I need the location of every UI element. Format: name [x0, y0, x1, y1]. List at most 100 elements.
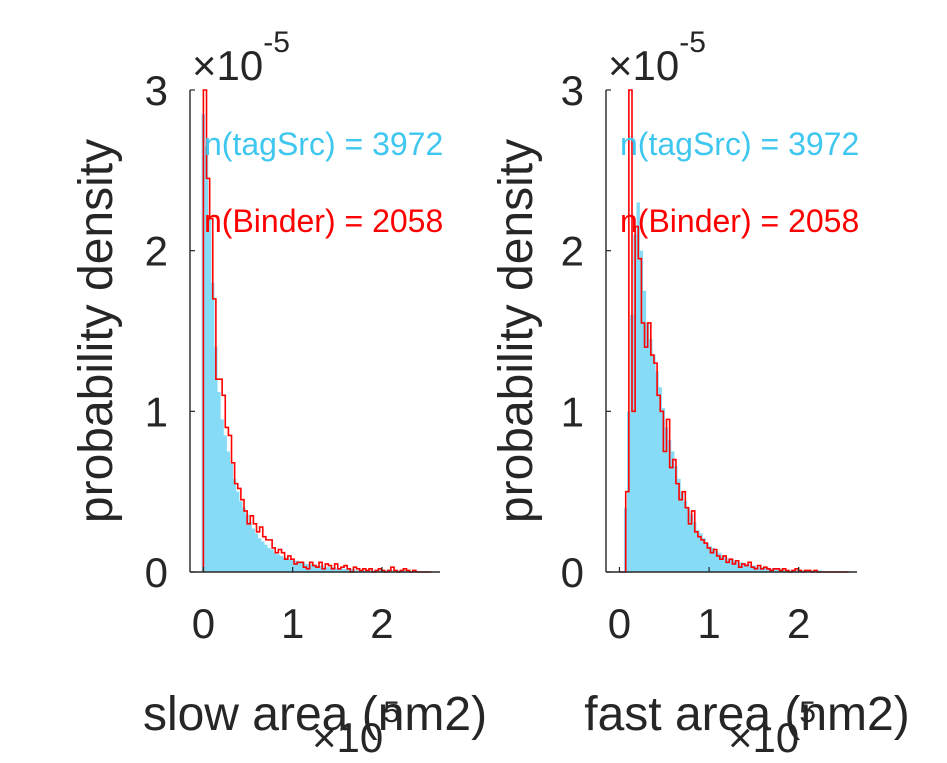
tagSrc-bar [226, 451, 231, 572]
tagSrc-bar [658, 387, 662, 572]
tagSrc-bar [342, 568, 346, 572]
tagSrc-bar [210, 282, 215, 572]
binder-count-annotation: n(Binder) = 2058 [204, 203, 443, 239]
tagSrc-bar [389, 570, 393, 572]
tagSrc-bar [636, 202, 640, 572]
tagSrc-bar [733, 560, 738, 572]
tagSrc-bar [273, 552, 277, 572]
tagSrc-bar [652, 355, 656, 572]
tagSrc-bar [680, 491, 684, 572]
tagSrc-bar [692, 522, 697, 572]
tagSrc-bar [630, 314, 634, 572]
tagSrc-bar [335, 568, 340, 572]
tagSrc-bar [204, 146, 209, 573]
y-multiplier-exponent: -5 [679, 26, 706, 59]
tagSrc-bar [239, 501, 243, 572]
tagSrc-bar [642, 290, 647, 572]
tagSrc-bar [242, 507, 246, 572]
tagsrc-count-annotation: n(tagSrc) = 3972 [620, 126, 859, 162]
tagSrc-bar [645, 322, 650, 572]
tagSrc-bar [245, 514, 249, 572]
tagSrc-bar [724, 557, 728, 572]
tagSrc-bar [639, 250, 644, 573]
tagSrc-bar [267, 547, 271, 572]
tagSrc-bar [295, 560, 299, 572]
tagSrc-bar [696, 530, 700, 572]
tagSrc-bar [251, 528, 256, 572]
tagSrc-bar [229, 462, 234, 572]
tagSrc-bar [721, 555, 725, 572]
tagSrc-bar [805, 570, 810, 572]
y-axis-label: probability density [490, 139, 543, 523]
y-tick-label: 3 [561, 67, 584, 114]
tagSrc-bar [711, 547, 716, 572]
y-axis-label: probability density [70, 139, 123, 523]
tagSrc-bar [257, 538, 262, 572]
tagSrc-bar [248, 522, 252, 572]
tagSrc-bar [292, 560, 296, 572]
tagSrc-bar [364, 570, 368, 572]
binder-stairs-line [619, 89, 849, 573]
tagSrc-bar [404, 570, 409, 572]
tagSrc-bar [314, 565, 318, 572]
tagSrc-bar [746, 563, 750, 572]
tagSrc-bar [702, 538, 706, 572]
y-tick-label: 1 [561, 388, 584, 435]
y-multiplier-exponent: -5 [263, 26, 290, 59]
x-tick-label: 1 [281, 600, 304, 647]
tagSrc-bar [677, 478, 681, 572]
tagSrc-bar [317, 565, 321, 572]
tagSrc-bar [664, 427, 669, 572]
tagSrc-bar [298, 562, 302, 572]
x-tick-label: 1 [697, 600, 720, 647]
tagSrc-bar [774, 568, 778, 572]
y-tick-label: 1 [145, 388, 168, 435]
tagSrc-bar [270, 549, 274, 572]
tagSrc-bar [401, 570, 406, 572]
tagSrc-bar [749, 565, 753, 572]
tagSrc-bar [360, 570, 365, 572]
tagSrc-bar [392, 570, 396, 572]
tagSrc-bar [708, 546, 713, 572]
tagSrc-bar [354, 570, 359, 572]
tagSrc-bar [718, 552, 722, 572]
tagSrc-bar [282, 557, 287, 572]
tagSrc-bar [310, 563, 315, 572]
tagSrc-bar [217, 392, 221, 572]
tagSrc-bar [235, 491, 240, 572]
tagSrc-bar [649, 339, 653, 572]
tagSrc-bar [326, 567, 331, 572]
tagSrc-bar [714, 551, 719, 572]
x-tick-label: 2 [370, 600, 393, 647]
tagSrc-bar [285, 557, 290, 572]
binder-stairs-line [202, 89, 432, 573]
tagSrc-bar [220, 419, 224, 572]
tagSrc-bar [232, 478, 237, 572]
tagSrc-bar [705, 543, 709, 572]
x-multiplier-exponent: 5 [383, 696, 400, 729]
tagSrc-bar [345, 568, 349, 572]
tagSrc-bar [279, 555, 284, 572]
tagSrc-bar [223, 435, 227, 572]
x-tick-label: 2 [787, 600, 810, 647]
tagSrc-bar [357, 570, 362, 572]
y-tick-label: 2 [561, 228, 584, 275]
tagSrc-bar [674, 465, 678, 572]
tagSrc-bar [339, 568, 343, 572]
tagSrc-bar [655, 371, 659, 572]
tagSrc-bar [367, 570, 371, 572]
tagSrc-bar [686, 507, 691, 572]
tagSrc-bar [670, 451, 675, 572]
tagSrc-bar [818, 570, 822, 572]
y-tick-label: 0 [145, 549, 168, 596]
x-tick-label: 0 [192, 600, 215, 647]
x-axis-label: slow area (nm2) [143, 688, 487, 741]
tagSrc-bar [743, 563, 747, 572]
tagSrc-bar [683, 501, 687, 572]
tagSrc-bar [214, 347, 218, 572]
tagSrc-bar [661, 408, 666, 572]
tagSrc-bar [260, 541, 265, 572]
tagsrc-count-annotation: n(tagSrc) = 3972 [204, 126, 443, 162]
tagSrc-bar [207, 218, 212, 572]
tagSrc-bar [699, 533, 703, 572]
